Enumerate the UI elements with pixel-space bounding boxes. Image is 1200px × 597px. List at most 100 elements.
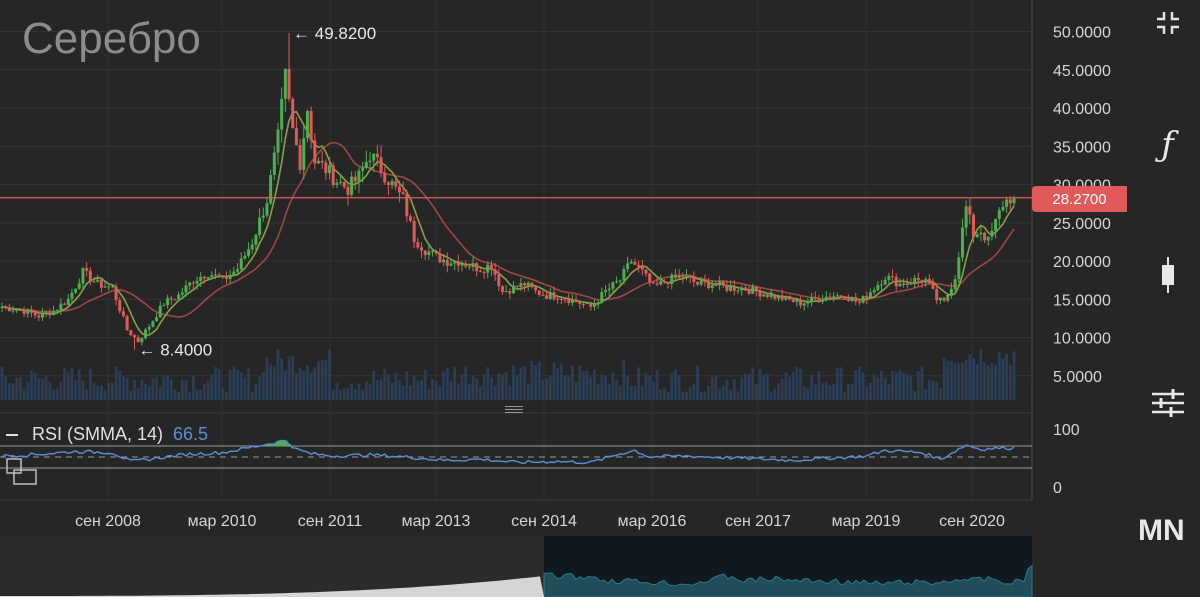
- rsi-legend-name: RSI (SMMA, 14): [32, 424, 164, 444]
- candle-body: [48, 312, 52, 316]
- collapse-button[interactable]: [1145, 0, 1190, 45]
- candle-body: [626, 263, 630, 270]
- collapse-indicator-icon[interactable]: [6, 433, 18, 436]
- candle-body: [129, 330, 133, 336]
- candle-body: [688, 275, 692, 278]
- volume-bar: [640, 385, 644, 400]
- volume-bar: [718, 388, 721, 400]
- candle-body: [188, 282, 192, 286]
- volume-bar: [129, 390, 133, 400]
- candle-body: [431, 250, 435, 252]
- candle-body: [578, 302, 582, 305]
- indicator-function-button[interactable]: ƒ: [1145, 122, 1190, 167]
- volume-bar: [629, 385, 633, 400]
- volume-bar: [721, 385, 725, 400]
- candle-body: [125, 316, 129, 331]
- volume-bar: [681, 391, 685, 400]
- candle-body: [309, 111, 313, 141]
- candle-body: [552, 292, 556, 299]
- pane-resize-handle[interactable]: [505, 404, 523, 414]
- candle-body: [559, 299, 563, 301]
- volume-bar: [523, 366, 526, 400]
- price-tick-label: 45.0000: [1053, 63, 1111, 80]
- candle-body: [563, 299, 567, 301]
- candle-body: [740, 287, 744, 291]
- candle-body: [997, 210, 1001, 219]
- candle-body: [530, 282, 534, 288]
- candle-body: [302, 138, 306, 170]
- candle-body: [1008, 199, 1012, 204]
- candle-body: [107, 286, 111, 288]
- candle-body: [236, 269, 240, 272]
- candle-body: [681, 275, 685, 278]
- price-tick-label: 50.0000: [1053, 25, 1111, 42]
- candle-body: [935, 289, 939, 301]
- volume-bar: [622, 360, 626, 400]
- volume-bar: [283, 370, 287, 400]
- candle-body: [493, 269, 497, 275]
- volume-bar: [515, 374, 519, 400]
- candle-body: [239, 258, 243, 270]
- volume-bar: [905, 374, 909, 400]
- volume-bar: [526, 383, 530, 400]
- volume-bar: [891, 370, 894, 400]
- volume-bar: [140, 379, 144, 400]
- candlestick-icon: [1161, 256, 1174, 293]
- volume-bar: [81, 380, 85, 400]
- volume-bar: [11, 383, 15, 400]
- volume-bar: [368, 383, 372, 400]
- volume-bar: [839, 367, 843, 400]
- candle-body: [718, 281, 722, 286]
- instrument-title: Серебро: [22, 14, 201, 63]
- candle-body: [151, 321, 155, 327]
- candle-body: [508, 291, 512, 294]
- candle-body: [581, 304, 585, 306]
- volume-bar: [545, 378, 549, 400]
- volume-bar: [957, 363, 961, 400]
- volume-bar: [593, 369, 596, 400]
- volume-bar: [548, 375, 552, 400]
- candle-body: [629, 261, 633, 264]
- volume-bar: [74, 380, 77, 400]
- candle-body: [210, 275, 214, 277]
- candle-body: [692, 277, 696, 283]
- candle-body: [283, 68, 287, 99]
- copy-icon[interactable]: [6, 458, 38, 493]
- volume-bar: [442, 371, 445, 400]
- candle-body: [96, 279, 100, 282]
- volume-bar: [847, 383, 850, 400]
- candle-body: [44, 312, 48, 314]
- candle-body: [788, 295, 792, 300]
- settings-button[interactable]: [1145, 380, 1190, 425]
- candle-body: [839, 295, 843, 297]
- chart-type-button[interactable]: [1145, 252, 1190, 297]
- volume-bar: [324, 360, 328, 400]
- candle-body: [147, 326, 151, 330]
- candle-body: [817, 298, 821, 302]
- candle-body: [331, 165, 335, 186]
- candle-body: [118, 300, 122, 312]
- volume-bar: [375, 380, 379, 400]
- rsi-legend[interactable]: RSI (SMMA, 14) 66.5: [6, 424, 208, 445]
- candle-body: [92, 281, 96, 283]
- candle-body: [320, 160, 324, 163]
- candle-body: [132, 335, 136, 338]
- candle-body: [924, 278, 928, 283]
- volume-bar: [997, 351, 1001, 400]
- volume-bar: [633, 385, 637, 400]
- candle-body: [390, 181, 394, 186]
- candle-body: [59, 303, 63, 310]
- candle-body: [346, 186, 350, 195]
- timeframe-selector[interactable]: MN: [1138, 514, 1185, 547]
- volume-bar: [655, 370, 659, 400]
- candle-body: [920, 280, 924, 283]
- candle-body: [876, 284, 880, 291]
- candle-body: [979, 232, 983, 235]
- volume-bar: [979, 349, 983, 400]
- candle-body: [221, 275, 225, 277]
- volume-bar: [401, 385, 405, 400]
- x-axis-label: мар 2019: [832, 513, 901, 530]
- volume-bar: [464, 366, 468, 400]
- volume-bar: [927, 379, 931, 400]
